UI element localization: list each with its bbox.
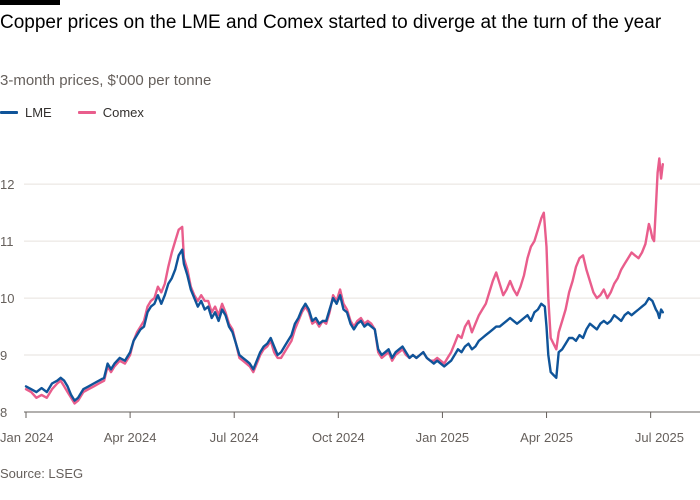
legend-item-comex: Comex [77,105,144,120]
y-tick-label: 8 [0,405,7,420]
y-tick-label: 10 [0,291,14,306]
x-tick-label: Apr 2025 [520,430,573,445]
x-tick-label: Jul 2024 [210,430,259,445]
y-tick-label: 11 [0,234,14,249]
x-tick-label: Apr 2024 [104,430,157,445]
legend-swatch-lme [0,111,18,114]
series-layer [24,157,664,405]
chart-title: Copper prices on the LME and Comex start… [0,12,662,33]
brand-top-bar [0,0,60,5]
x-axis: Jan 2024 Apr 2024 Jul 2024 Oct 2024 Jan 2025… [0,412,684,445]
legend-label-lme: LME [25,105,52,120]
y-tick-label: 12 [0,177,14,192]
legend-label-comex: Comex [102,105,144,120]
chart-source: Source: LSEG [0,466,84,481]
series-line-comex [24,157,664,405]
x-tick-label: Oct 2024 [312,430,365,445]
legend-item-lme: LME [0,105,52,120]
x-tick-label: Jul 2025 [635,430,684,445]
y-tick-label: 9 [0,348,7,363]
legend-swatch-comex [77,111,96,114]
x-tick-label: Jan 2025 [416,430,470,445]
series-line-lme [24,248,664,402]
chart-subtitle: 3-month prices, $'000 per tonne [0,72,212,89]
x-tick-label: Jan 2024 [0,430,54,445]
grid-layer: 8 9 10 11 12 [0,177,700,420]
chart-legend: LME Comex [0,105,170,120]
